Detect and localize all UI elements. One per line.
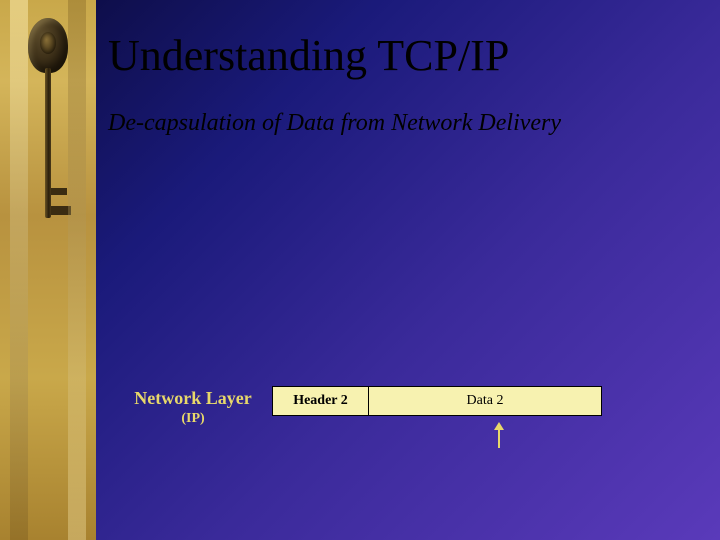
slide-subtitle: De-capsulation of Data from Network Deli… (108, 110, 561, 137)
up-arrow-icon (498, 424, 500, 448)
layer-sub: (IP) (118, 411, 268, 427)
slide-title: Understanding TCP/IP (108, 30, 509, 81)
layer-name: Network Layer (118, 388, 268, 409)
decorative-side-strip (0, 0, 96, 540)
packet-data-cell: Data 2 (369, 387, 601, 415)
key-icon (28, 18, 68, 248)
packet-header-cell: Header 2 (273, 387, 369, 415)
layer-label: Network Layer (IP) (118, 388, 268, 427)
packet-row: Header 2 Data 2 (272, 386, 602, 416)
